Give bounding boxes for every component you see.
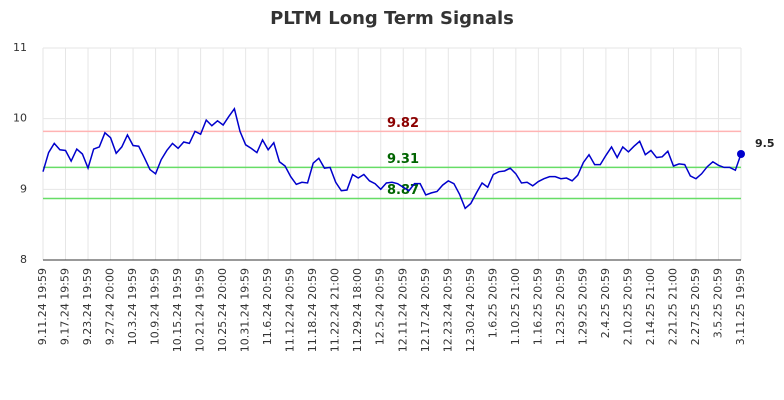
x-tick-label: 11.12.24 20:59	[284, 268, 297, 352]
y-tick-label: 11	[13, 41, 27, 54]
x-tick-label: 10.31.24 19:59	[239, 268, 252, 352]
x-tick-label: 11.6.24 20:59	[261, 268, 274, 345]
chart-title: PLTM Long Term Signals	[270, 8, 514, 29]
x-tick-label: 12.23.24 20:59	[441, 268, 454, 352]
x-tick-label: 2.10.25 20:59	[621, 268, 634, 345]
x-tick-label: 9.11.24 19:59	[36, 268, 49, 345]
last-value-label: 9.5	[755, 137, 775, 150]
x-tick-label: 2.14.25 21:00	[644, 268, 657, 345]
x-tick-label: 1.16.25 20:59	[531, 268, 544, 345]
x-tick-label: 12.5.24 20:59	[374, 268, 387, 345]
y-tick-label: 10	[13, 112, 27, 125]
x-tick-label: 12.30.24 20:59	[464, 268, 477, 352]
signal-label: 9.82	[387, 116, 419, 131]
y-tick-label: 8	[20, 253, 27, 266]
x-tick-label: 1.23.25 20:59	[554, 268, 567, 345]
x-tick-label: 11.29.24 18:00	[351, 268, 364, 352]
x-tick-label: 1.10.25 21:00	[509, 268, 522, 345]
signal-label: 8.87	[387, 183, 419, 198]
x-tick-label: 2.4.25 20:59	[599, 268, 612, 338]
last-point	[737, 150, 745, 158]
x-tick-label: 10.25.24 20:00	[216, 268, 229, 352]
x-tick-label: 10.3.24 19:59	[126, 268, 139, 345]
x-tick-label: 11.22.24 21:00	[329, 268, 342, 352]
x-tick-label: 1.6.25 20:59	[486, 268, 499, 338]
x-tick-label: 2.27.25 20:59	[689, 268, 702, 345]
x-tick-label: 9.27.24 20:00	[104, 268, 117, 345]
x-tick-label: 10.15.24 19:59	[171, 268, 184, 352]
price-line	[42, 107, 742, 210]
x-tick-label: 9.17.24 19:59	[59, 268, 72, 345]
x-tick-label: 1.29.25 20:59	[576, 268, 589, 345]
x-tick-label: 10.9.24 19:59	[149, 268, 162, 345]
x-tick-label: 12.17.24 20:59	[419, 268, 432, 352]
x-tick-label: 11.18.24 20:59	[306, 268, 319, 352]
x-tick-label: 12.11.24 20:59	[396, 268, 409, 352]
y-tick-label: 9	[20, 182, 27, 195]
x-tick-label: 2.21.25 21:00	[666, 268, 679, 345]
x-tick-label: 3.5.25 20:59	[711, 268, 724, 338]
x-tick-label: 9.23.24 19:59	[81, 268, 94, 345]
x-tick-label: 10.21.24 19:59	[194, 268, 207, 352]
x-tick-label: 3.11.25 19:59	[734, 268, 747, 345]
signal-label: 9.31	[387, 152, 419, 167]
